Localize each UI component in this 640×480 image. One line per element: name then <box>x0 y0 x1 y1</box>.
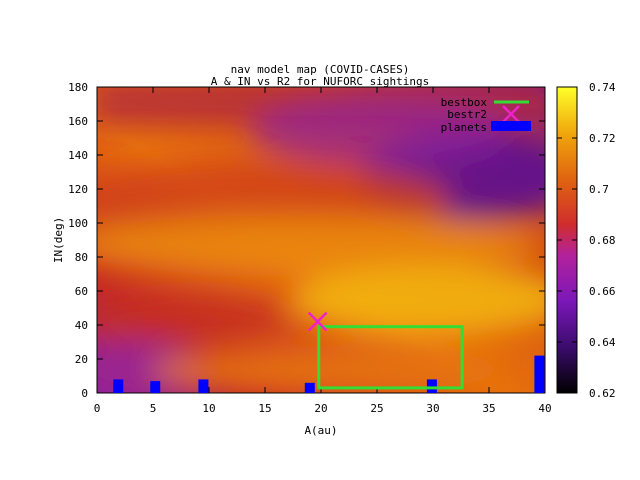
colorbar-tick-label: 0.72 <box>589 132 616 145</box>
x-tick-label: 30 <box>426 402 439 415</box>
bestbox-rectangle <box>317 325 464 390</box>
colorbar-tick-label: 0.64 <box>589 336 616 349</box>
x-axis-label: A(au) <box>304 424 337 437</box>
bestr2-point <box>307 311 328 332</box>
planet-bar <box>426 379 437 393</box>
legend: bestbox bestr2 planets <box>441 96 531 134</box>
legend-swatch-planets <box>491 121 531 131</box>
planet-bar <box>304 382 315 393</box>
planet-bar <box>150 381 161 393</box>
planets-series <box>113 355 545 393</box>
x-tick-label: 20 <box>314 402 327 415</box>
y-tick-label: 40 <box>75 319 88 332</box>
x-tick-label: 25 <box>370 402 383 415</box>
x-tick-label: 35 <box>482 402 495 415</box>
y-tick-label: 120 <box>68 183 88 196</box>
heatmap <box>97 87 545 393</box>
planet-bar <box>113 379 124 393</box>
y-tick-label: 100 <box>68 217 88 230</box>
planet-bar <box>198 379 209 393</box>
y-axis-label: IN(deg) <box>52 217 65 263</box>
legend-label-planets: planets <box>441 121 487 134</box>
y-tick-label: 20 <box>75 353 88 366</box>
colorbar-tick-label: 0.74 <box>589 81 616 94</box>
y-tick-label: 160 <box>68 115 88 128</box>
bestr2-marker <box>307 311 328 332</box>
x-tick-label: 40 <box>538 402 551 415</box>
colorbar-ticks: 0.62 0.64 0.66 0.68 0.7 0.72 0.74 <box>557 81 616 400</box>
legend-label-bestr2: bestr2 <box>447 108 487 121</box>
x-tick-label: 5 <box>150 402 157 415</box>
x-tick-label: 0 <box>94 402 101 415</box>
y-axis-ticks: 0 20 40 60 80 100 120 140 160 180 <box>68 81 545 400</box>
colorbar-tick-label: 0.66 <box>589 285 616 298</box>
y-tick-label: 180 <box>68 81 88 94</box>
y-tick-label: 0 <box>81 387 88 400</box>
colorbar-tick-label: 0.62 <box>589 387 616 400</box>
x-tick-label: 10 <box>202 402 215 415</box>
y-tick-label: 60 <box>75 285 88 298</box>
planet-bar <box>534 355 545 393</box>
chart-title: nav model map (COVID-CASES) <box>231 63 410 76</box>
legend-swatch-bestr2 <box>502 105 520 123</box>
chart-subtitle: A & IN vs R2 for NUFORC sightings <box>211 75 430 88</box>
colorbar-tick-label: 0.68 <box>589 234 616 247</box>
colorbar-tick-label: 0.7 <box>589 183 609 196</box>
colorbar: 0.62 0.64 0.66 0.68 0.7 0.72 0.74 <box>556 81 616 400</box>
x-axis-ticks: 0 5 10 15 20 25 30 35 40 <box>94 87 552 415</box>
legend-label-bestbox: bestbox <box>441 96 488 109</box>
y-tick-label: 80 <box>75 251 88 264</box>
y-tick-label: 140 <box>68 149 88 162</box>
x-tick-label: 15 <box>258 402 271 415</box>
